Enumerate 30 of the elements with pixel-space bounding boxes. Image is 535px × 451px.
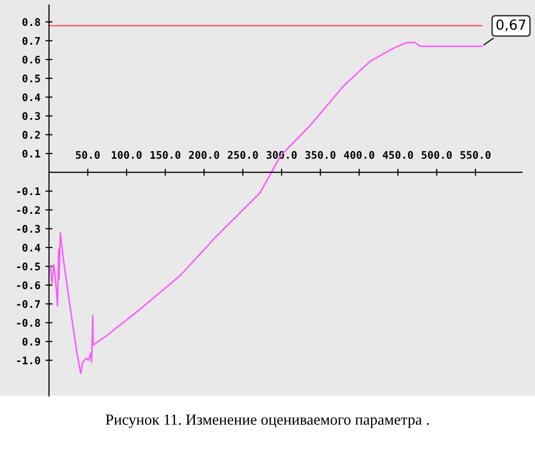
x-tick-label: 250.0 bbox=[228, 150, 258, 159]
y-tick-label: 0.9 bbox=[22, 338, 40, 346]
x-tick-label: 50.0 bbox=[76, 150, 100, 159]
x-tick-label: 500.0 bbox=[422, 150, 452, 159]
y-tick-label: 0.2 bbox=[22, 130, 40, 139]
y-tick-label: 0.1 bbox=[22, 150, 40, 158]
y-tick-label: 0.4 bbox=[22, 244, 40, 252]
y-tick-label: -0.5 bbox=[17, 262, 40, 270]
y-tick-label: -0.7 bbox=[17, 300, 40, 308]
annotation: 0,67 bbox=[496, 19, 526, 32]
y-tick-label: -1.0 bbox=[17, 356, 40, 364]
y-tick-label: 0.5 bbox=[22, 74, 40, 82]
y-tick-label: -0.6 bbox=[17, 281, 40, 290]
y-tick-label: -0.3 bbox=[17, 224, 40, 233]
x-tick-label: 550.0 bbox=[460, 150, 491, 159]
y-tick-label: 0.8 bbox=[22, 18, 40, 26]
x-tick-label: 450.0 bbox=[382, 150, 413, 159]
y-tick-label: 0.3 bbox=[22, 112, 40, 120]
x-tick-label: 200.0 bbox=[188, 150, 220, 159]
y-tick-label: -0.1 bbox=[17, 187, 40, 196]
x-tick-label: 400.0 bbox=[344, 150, 374, 159]
y-tick-label: -0.2 bbox=[17, 206, 40, 214]
x-tick-label: 100.0 bbox=[112, 150, 142, 159]
y-tick-label: 0.7 bbox=[22, 36, 40, 45]
y-tick-label: 0.6 bbox=[22, 56, 40, 64]
y-tick-label: -0.8 bbox=[17, 318, 40, 327]
x-tick-label: 150.0 bbox=[150, 150, 180, 159]
x-tick-label: 350.0 bbox=[305, 150, 336, 159]
text: Рисунок 11. Изменение оцениваемого параметра . bbox=[106, 414, 429, 428]
y-tick-label: 0.4 bbox=[22, 93, 40, 102]
